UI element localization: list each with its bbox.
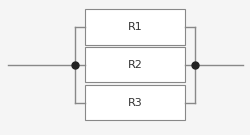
Text: R2: R2 [128, 60, 142, 70]
Text: R1: R1 [128, 22, 142, 32]
Text: R3: R3 [128, 98, 142, 108]
Bar [85, 47, 185, 82]
Bar [85, 85, 185, 120]
Bar [85, 9, 185, 45]
